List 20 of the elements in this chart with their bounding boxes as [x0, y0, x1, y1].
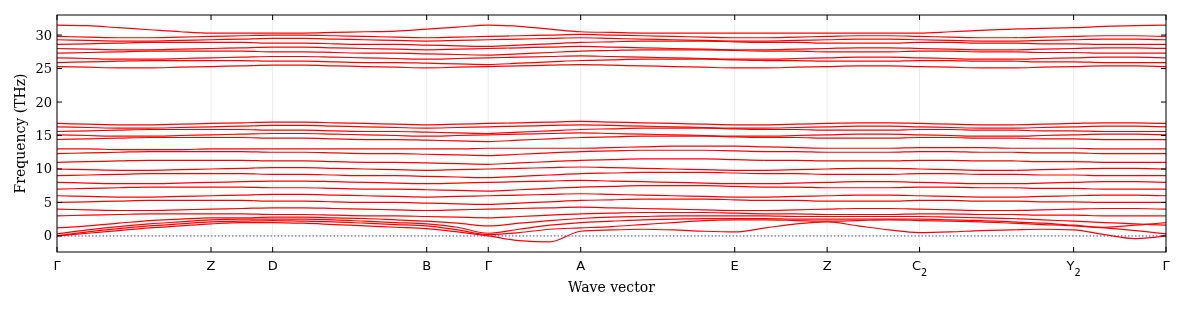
y-tick-label: 15: [35, 128, 52, 144]
x-tick-label: Z: [822, 258, 832, 273]
y-axis-title: Frequency (THz): [12, 73, 28, 194]
x-tick-label: Γ: [1162, 258, 1171, 273]
y-tick-label: 30: [35, 27, 52, 43]
x-tick-label: B: [422, 258, 432, 273]
x-tick-label: E: [730, 258, 739, 273]
x-tick-label: C$_{2}$: [911, 258, 928, 278]
x-axis-title: Wave vector: [568, 279, 656, 295]
x-tick-label: Γ: [53, 258, 62, 273]
y-tick-label: 20: [35, 94, 52, 110]
y-tick-label: 10: [35, 161, 52, 177]
x-tick-label: D: [267, 258, 278, 273]
y-tick-label: 5: [43, 194, 52, 210]
x-tick-label: Y$_{2}$: [1065, 258, 1081, 278]
y-tick-label: 0: [43, 228, 52, 244]
x-tick-label: Γ: [484, 258, 493, 273]
x-tick-label: A: [576, 258, 586, 273]
y-tick-label: 25: [35, 61, 52, 77]
x-tick-label: Z: [206, 258, 216, 273]
